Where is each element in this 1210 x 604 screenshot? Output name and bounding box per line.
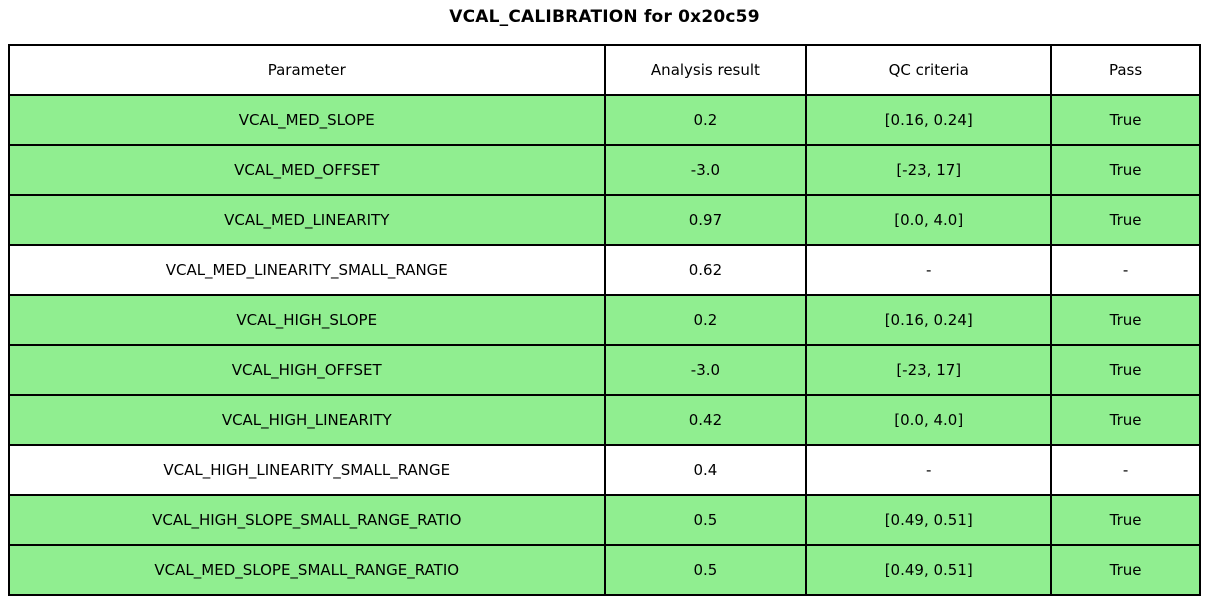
- result-cell: 0.2: [603, 294, 808, 346]
- parameter-cell: VCAL_HIGH_SLOPE: [8, 294, 606, 346]
- qc-cell: [0.49, 0.51]: [805, 494, 1053, 546]
- parameter-cell: VCAL_HIGH_OFFSET: [8, 344, 606, 396]
- qc-results-table: Parameter Analysis result QC criteria Pa…: [8, 44, 1201, 596]
- qc-cell: [0.16, 0.24]: [805, 294, 1053, 346]
- qc-cell: [-23, 17]: [805, 344, 1053, 396]
- parameter-cell: VCAL_MED_LINEARITY_SMALL_RANGE: [8, 244, 606, 296]
- result-cell: 0.42: [603, 394, 808, 446]
- pass-cell: True: [1050, 94, 1201, 146]
- qc-cell: [0.49, 0.51]: [805, 544, 1053, 596]
- column-header-pass: Pass: [1050, 44, 1201, 96]
- table-row: VCAL_HIGH_SLOPE_SMALL_RANGE_RATIO 0.5 [0…: [8, 494, 1201, 546]
- table-row: VCAL_MED_SLOPE_SMALL_RANGE_RATIO 0.5 [0.…: [8, 544, 1201, 596]
- pass-cell: True: [1050, 144, 1201, 196]
- column-header-parameter: Parameter: [8, 44, 606, 96]
- pass-cell: True: [1050, 194, 1201, 246]
- table-header-row: Parameter Analysis result QC criteria Pa…: [8, 44, 1201, 96]
- pass-cell: True: [1050, 294, 1201, 346]
- parameter-cell: VCAL_MED_SLOPE: [8, 94, 606, 146]
- result-cell: 0.4: [603, 444, 808, 496]
- result-cell: 0.97: [603, 194, 808, 246]
- column-header-analysis-result: Analysis result: [603, 44, 808, 96]
- pass-cell: -: [1050, 444, 1201, 496]
- parameter-cell: VCAL_MED_LINEARITY: [8, 194, 606, 246]
- result-cell: -3.0: [603, 144, 808, 196]
- qc-cell: [0.16, 0.24]: [805, 94, 1053, 146]
- qc-cell: -: [805, 444, 1053, 496]
- table-row: VCAL_MED_OFFSET -3.0 [-23, 17] True: [8, 144, 1201, 196]
- result-cell: 0.62: [603, 244, 808, 296]
- table-row: VCAL_MED_LINEARITY_SMALL_RANGE 0.62 - -: [8, 244, 1201, 296]
- table-row: VCAL_HIGH_LINEARITY_SMALL_RANGE 0.4 - -: [8, 444, 1201, 496]
- column-header-qc-criteria: QC criteria: [805, 44, 1053, 96]
- pass-cell: -: [1050, 244, 1201, 296]
- parameter-cell: VCAL_MED_OFFSET: [8, 144, 606, 196]
- pass-cell: True: [1050, 394, 1201, 446]
- table-row: VCAL_HIGH_OFFSET -3.0 [-23, 17] True: [8, 344, 1201, 396]
- table-row: VCAL_HIGH_LINEARITY 0.42 [0.0, 4.0] True: [8, 394, 1201, 446]
- result-cell: -3.0: [603, 344, 808, 396]
- parameter-cell: VCAL_HIGH_SLOPE_SMALL_RANGE_RATIO: [8, 494, 606, 546]
- qc-cell: [0.0, 4.0]: [805, 394, 1053, 446]
- result-cell: 0.5: [603, 494, 808, 546]
- table-row: VCAL_HIGH_SLOPE 0.2 [0.16, 0.24] True: [8, 294, 1201, 346]
- qc-cell: [0.0, 4.0]: [805, 194, 1053, 246]
- page-title: VCAL_CALIBRATION for 0x20c59: [449, 7, 760, 27]
- qc-cell: -: [805, 244, 1053, 296]
- result-cell: 0.2: [603, 94, 808, 146]
- qc-cell: [-23, 17]: [805, 144, 1053, 196]
- table-row: VCAL_MED_LINEARITY 0.97 [0.0, 4.0] True: [8, 194, 1201, 246]
- result-cell: 0.5: [603, 544, 808, 596]
- table-row: VCAL_MED_SLOPE 0.2 [0.16, 0.24] True: [8, 94, 1201, 146]
- parameter-cell: VCAL_MED_SLOPE_SMALL_RANGE_RATIO: [8, 544, 606, 596]
- pass-cell: True: [1050, 494, 1201, 546]
- pass-cell: True: [1050, 344, 1201, 396]
- parameter-cell: VCAL_HIGH_LINEARITY: [8, 394, 606, 446]
- pass-cell: True: [1050, 544, 1201, 596]
- parameter-cell: VCAL_HIGH_LINEARITY_SMALL_RANGE: [8, 444, 606, 496]
